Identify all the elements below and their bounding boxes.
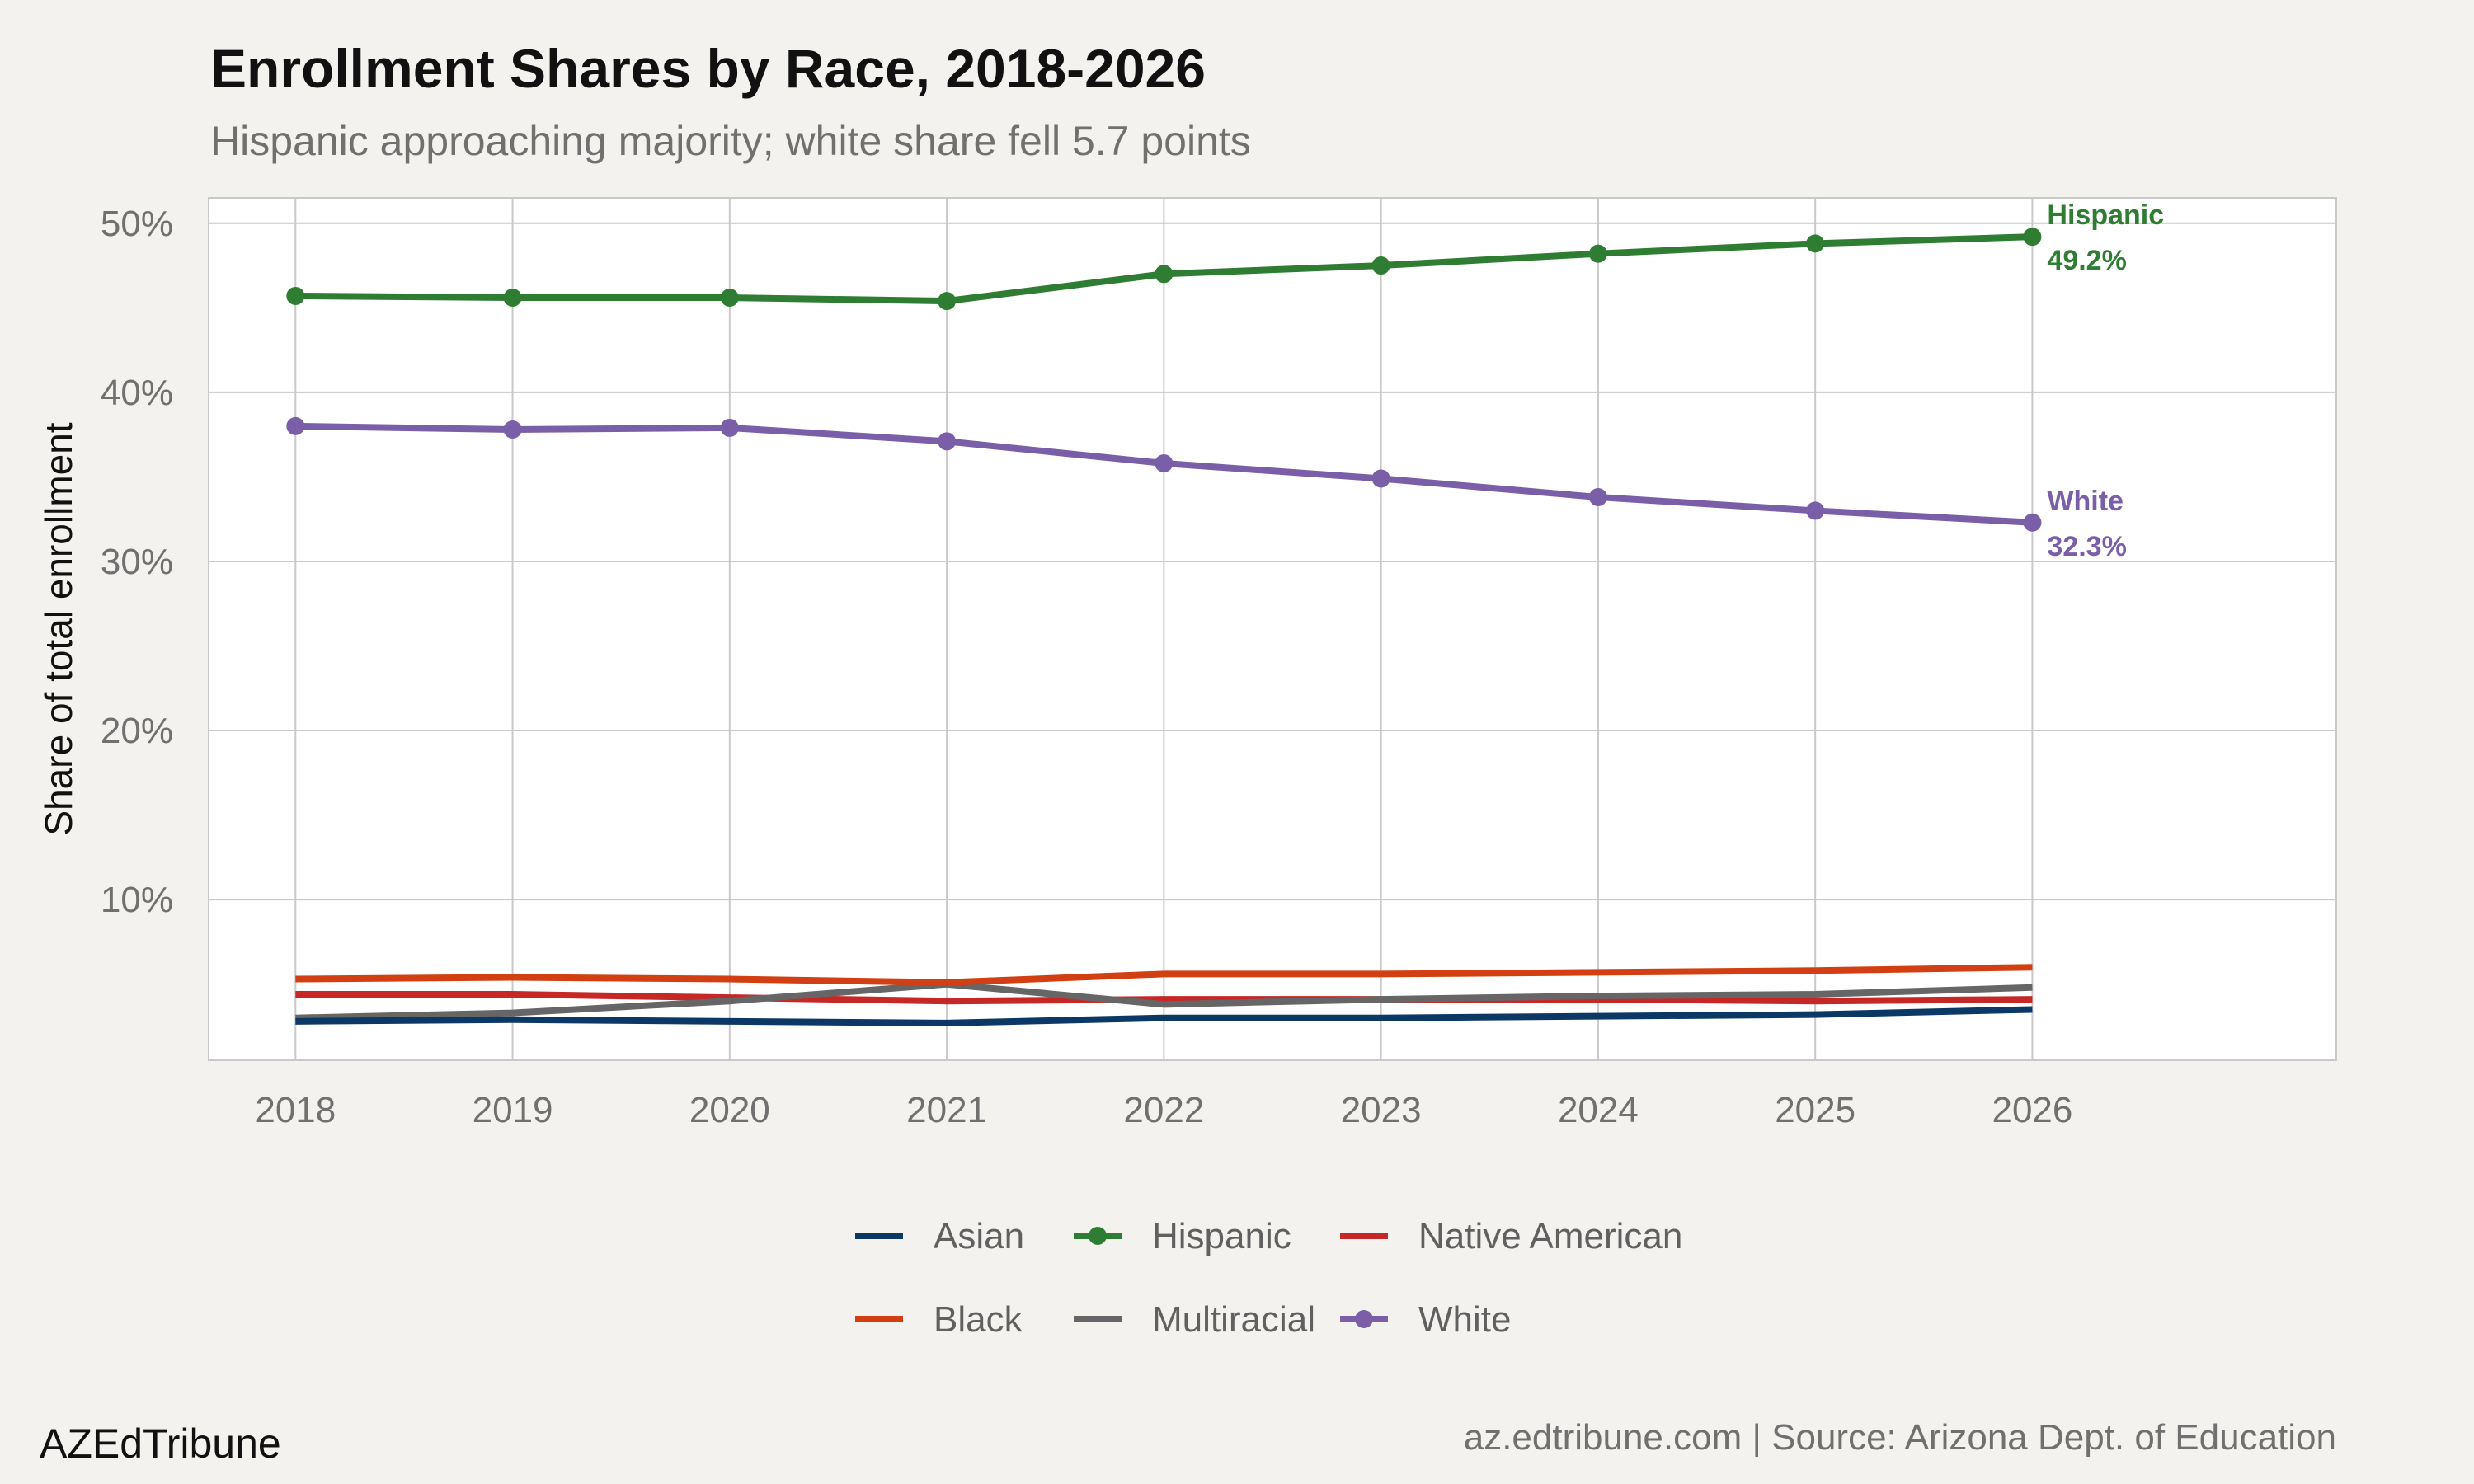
y-tick-label: 20% — [101, 711, 173, 751]
series-line-multiracial — [295, 980, 2033, 1021]
y-tick-label: 40% — [101, 373, 173, 413]
series-white — [286, 416, 2042, 532]
legend-label-black: Black — [934, 1299, 1023, 1340]
data-point-white — [1371, 469, 1390, 488]
y-axis-label: Share of total enrollment — [37, 422, 80, 835]
data-point-hispanic — [2023, 228, 2042, 247]
y-tick-label: 30% — [101, 542, 173, 582]
series-line-black — [295, 964, 2033, 986]
legend-marker-white — [1355, 1310, 1373, 1328]
x-tick-label: 2019 — [473, 1090, 553, 1130]
legend-item-native-american: Native American — [1340, 1216, 1682, 1256]
end-label-name-hispanic: Hispanic — [2047, 200, 2164, 231]
series-asian — [295, 1006, 2033, 1026]
legend: Asian Hispanic Native American Black Multira… — [855, 1216, 1682, 1340]
series-black — [295, 964, 2033, 986]
x-tick-label: 2024 — [1558, 1090, 1639, 1130]
data-point-white — [503, 420, 522, 439]
data-point-white — [2023, 513, 2042, 532]
x-tick-label: 2018 — [255, 1090, 336, 1130]
footer-source: az.edtribune.com | Source: Arizona Dept.… — [1464, 1417, 2336, 1458]
x-tick-label: 2026 — [1992, 1090, 2072, 1130]
data-point-hispanic — [286, 286, 305, 305]
series-lines — [286, 228, 2042, 1026]
x-tick-label: 2023 — [1341, 1090, 1422, 1130]
x-tick-label: 2025 — [1775, 1090, 1856, 1130]
legend-marker-hispanic — [1089, 1227, 1107, 1245]
end-label-name-white: White — [2047, 486, 2124, 517]
series-hispanic — [286, 228, 2042, 311]
x-tick-label: 2022 — [1123, 1090, 1204, 1130]
legend-label-multiracial: Multiracial — [1152, 1299, 1315, 1340]
y-tick-label: 50% — [101, 204, 173, 244]
series-native-american — [295, 991, 2033, 1005]
x-axis-ticks: 2018 2019 2020 2021 2022 2023 2024 2025 2026 — [255, 1090, 2072, 1130]
x-tick-label: 2021 — [906, 1090, 987, 1130]
grid — [209, 198, 2336, 1060]
legend-label-white: White — [1418, 1299, 1511, 1340]
data-point-white — [1806, 501, 1825, 520]
data-point-hispanic — [938, 292, 957, 311]
chart-title: Enrollment Shares by Race, 2018-2026 — [210, 38, 1206, 99]
data-point-hispanic — [1155, 265, 1174, 284]
data-point-hispanic — [720, 289, 739, 308]
data-point-white — [286, 416, 305, 435]
data-point-hispanic — [1588, 244, 1607, 263]
series-multiracial — [295, 980, 2033, 1021]
data-point-white — [1588, 488, 1607, 507]
data-point-white — [720, 418, 739, 437]
chart-subtitle: Hispanic approaching majority; white sha… — [210, 118, 1251, 164]
data-point-white — [938, 432, 957, 451]
data-point-hispanic — [1806, 234, 1825, 253]
legend-label-native-american: Native American — [1418, 1216, 1682, 1256]
end-label-value-white: 32.3% — [2047, 531, 2126, 562]
data-point-hispanic — [503, 289, 522, 308]
y-axis-ticks: 10% 20% 30% 40% 50% — [101, 204, 173, 920]
footer-brand: AZEdTribune — [40, 1421, 281, 1467]
end-label-value-hispanic: 49.2% — [2047, 245, 2126, 276]
end-labels: Hispanic 49.2% White 32.3% — [2047, 200, 2164, 562]
legend-item-hispanic: Hispanic — [1074, 1216, 1291, 1256]
series-line-native-american — [295, 991, 2033, 1005]
legend-label-hispanic: Hispanic — [1152, 1216, 1291, 1256]
legend-item-black: Black — [855, 1299, 1023, 1340]
legend-item-multiracial: Multiracial — [1074, 1299, 1315, 1340]
plot-panel — [208, 197, 2337, 1061]
legend-item-white: White — [1340, 1299, 1511, 1340]
series-line-asian — [295, 1006, 2033, 1026]
data-point-white — [1155, 454, 1174, 473]
legend-label-asian: Asian — [934, 1216, 1024, 1256]
y-tick-label: 10% — [101, 880, 173, 920]
data-point-hispanic — [1371, 256, 1390, 275]
x-tick-label: 2020 — [689, 1090, 770, 1130]
legend-item-asian: Asian — [855, 1216, 1024, 1256]
